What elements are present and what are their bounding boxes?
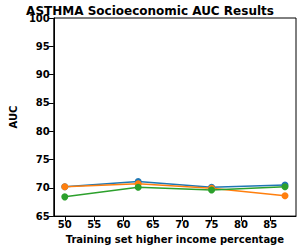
- svg-text:55: 55: [87, 219, 101, 230]
- svg-text:85: 85: [36, 97, 50, 108]
- svg-text:75: 75: [205, 219, 219, 230]
- svg-text:80: 80: [234, 219, 248, 230]
- svg-text:Training set higher income per: Training set higher income percentage: [66, 234, 285, 245]
- svg-text:85: 85: [263, 219, 277, 230]
- svg-text:65: 65: [36, 211, 50, 222]
- svg-text:ASTHMA Socioeconomic AUC Resul: ASTHMA Socioeconomic AUC Results: [26, 4, 274, 18]
- svg-text:75: 75: [36, 154, 50, 165]
- svg-text:AUC: AUC: [8, 106, 19, 129]
- svg-text:65: 65: [146, 219, 160, 230]
- svg-text:80: 80: [36, 126, 50, 137]
- svg-text:70: 70: [36, 182, 50, 193]
- svg-text:70: 70: [175, 219, 189, 230]
- svg-text:90: 90: [36, 69, 50, 80]
- svg-text:100: 100: [28, 12, 50, 24]
- svg-text:50: 50: [58, 219, 72, 230]
- svg-text:60: 60: [117, 219, 131, 230]
- svg-text:95: 95: [36, 41, 50, 52]
